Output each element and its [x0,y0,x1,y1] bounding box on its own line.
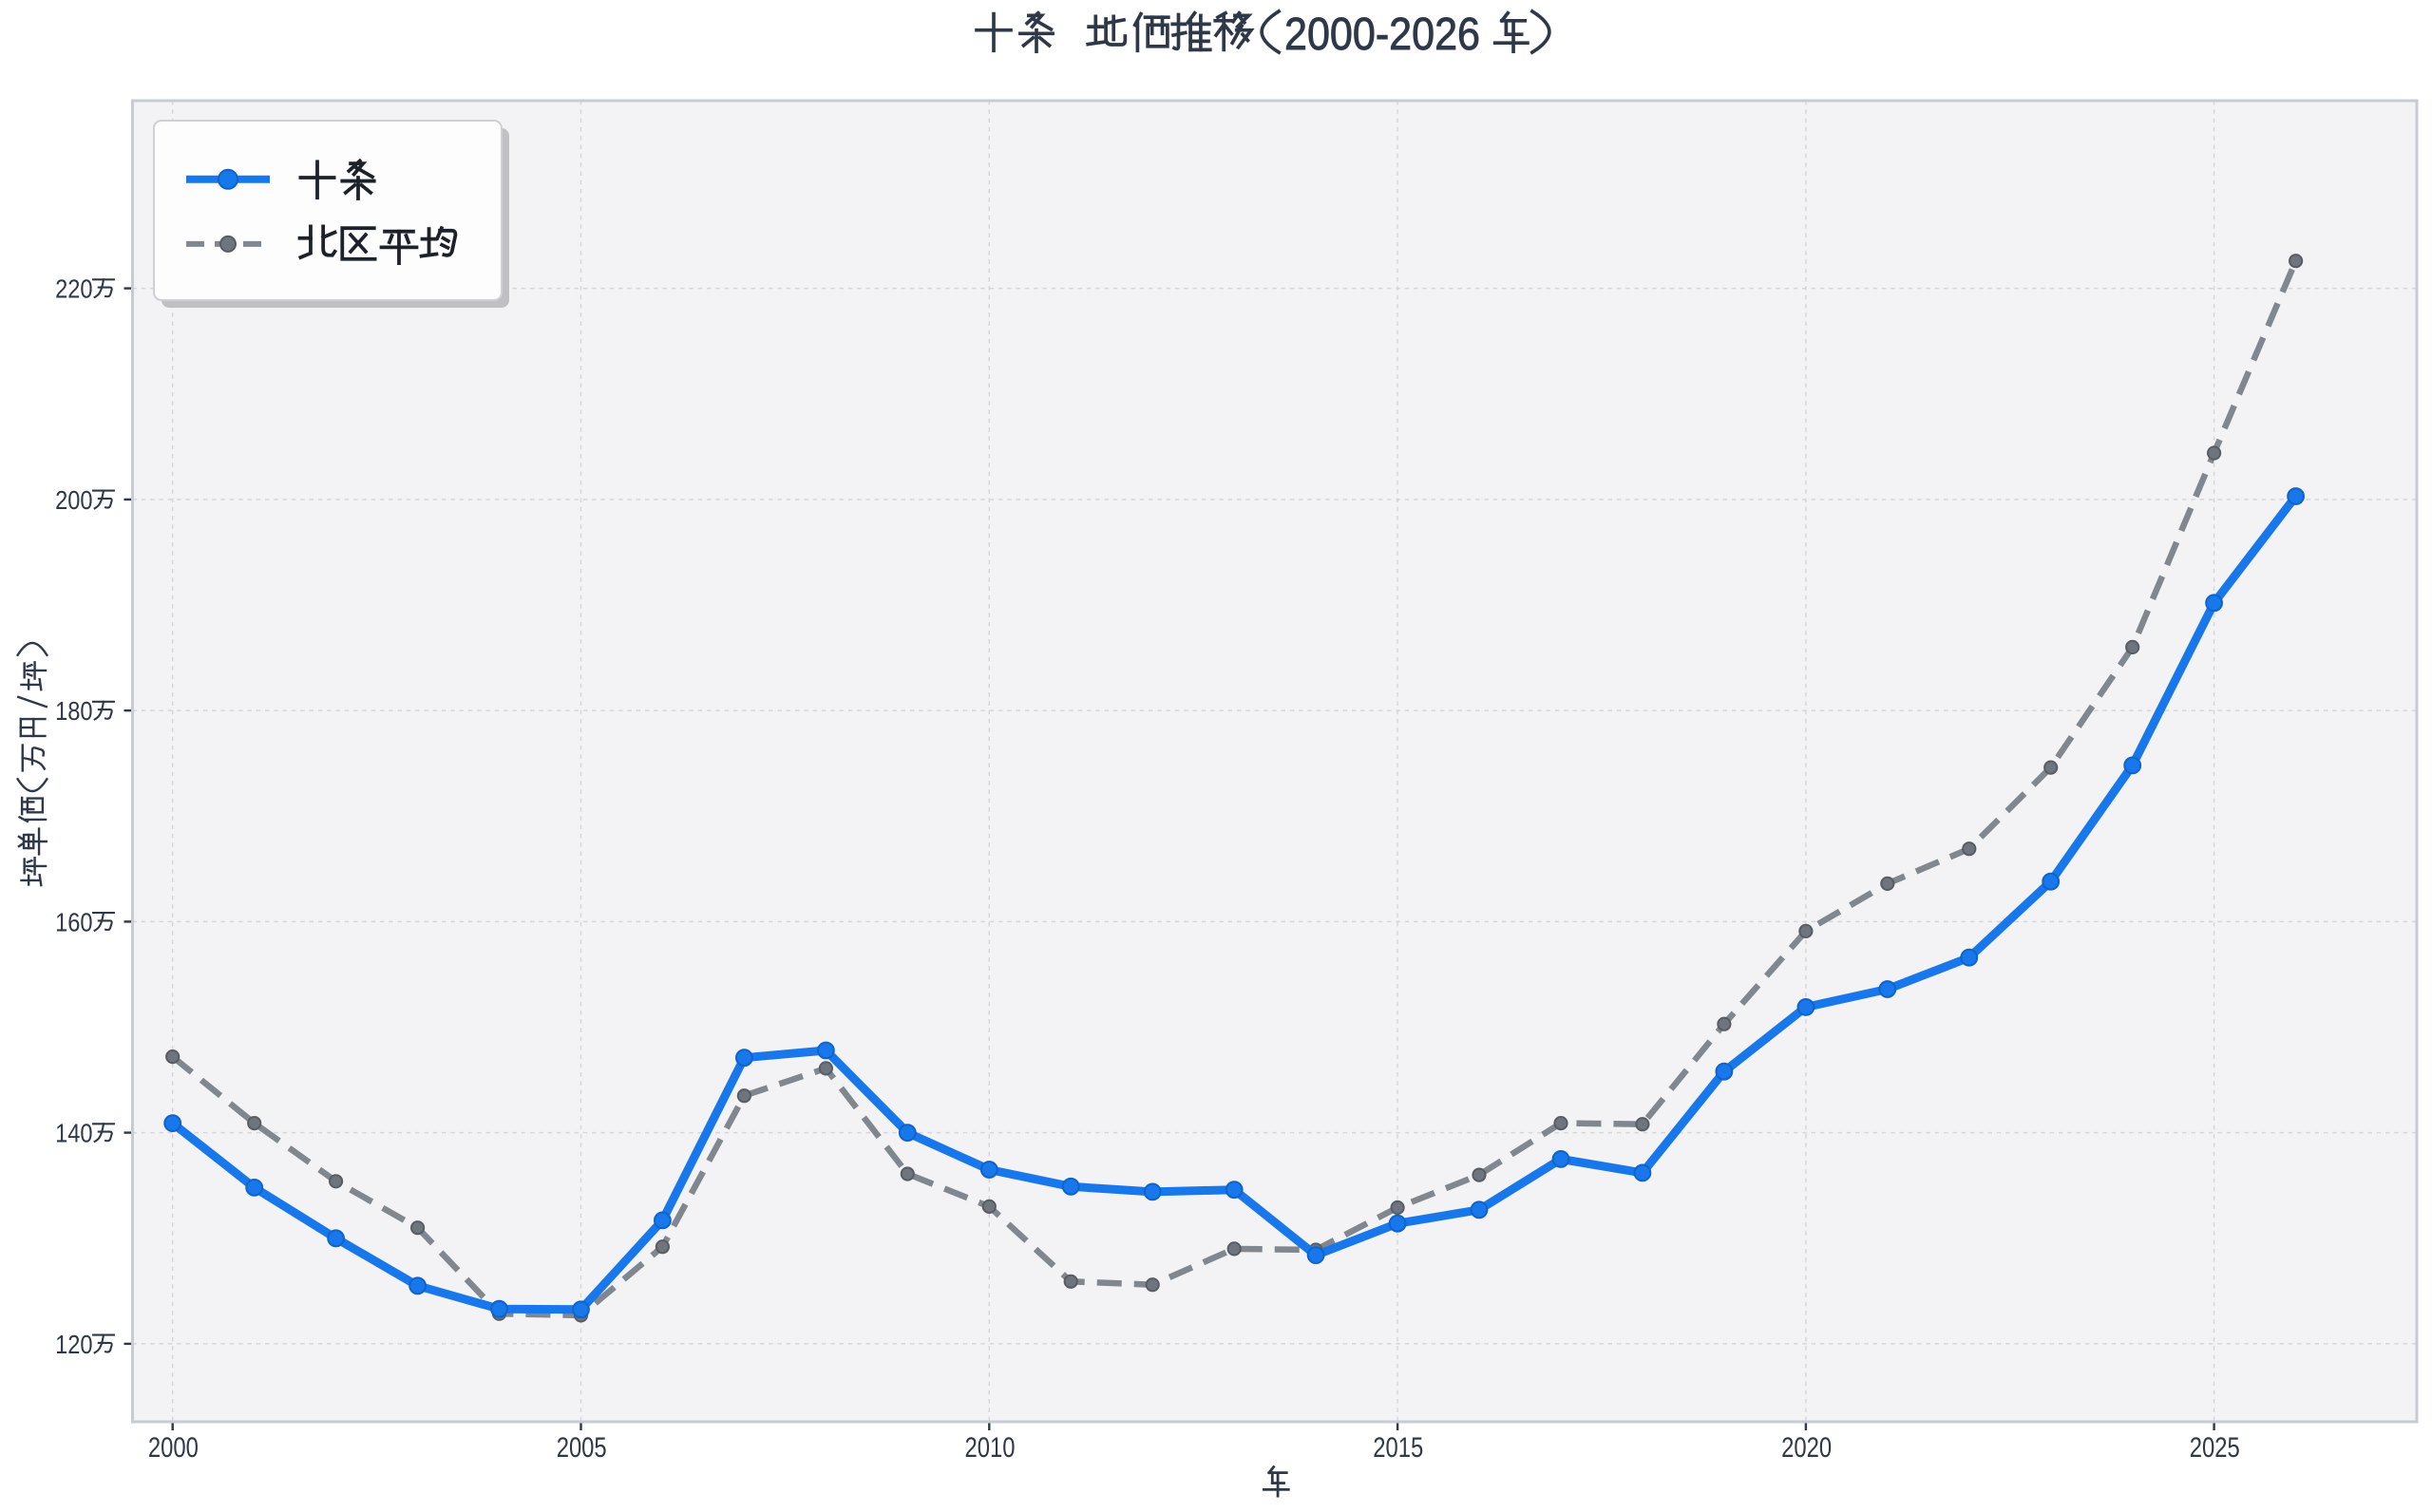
svg-text:140: 140 [55,1119,92,1148]
svg-text:2015: 2015 [1373,1432,1423,1464]
svg-text:180: 180 [55,696,92,726]
svg-text:2025: 2025 [2190,1432,2240,1464]
svg-text:220: 220 [55,274,92,304]
svg-text:160: 160 [55,907,92,936]
svg-text:2020: 2020 [1781,1432,1832,1464]
svg-text:120: 120 [55,1330,92,1359]
svg-text:2010: 2010 [965,1432,1016,1464]
svg-text:200: 200 [55,485,92,515]
svg-text:2005: 2005 [557,1432,607,1464]
svg-text:2000-2026: 2000-2026 [1284,9,1480,60]
svg-text:2000: 2000 [148,1432,199,1464]
